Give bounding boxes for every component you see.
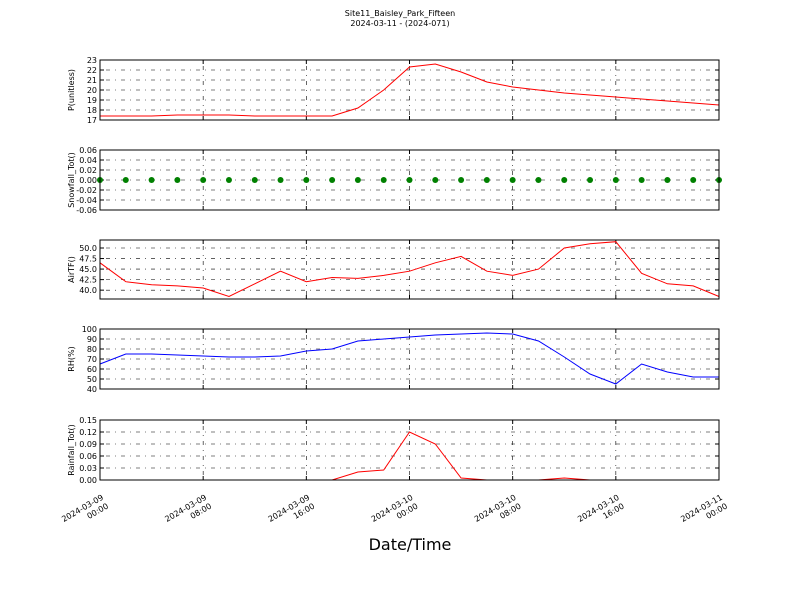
- data-line: [100, 63, 720, 117]
- y-tick-label: 50: [87, 375, 97, 384]
- y-tick-label: 42.5: [79, 276, 97, 285]
- y-tick-label: 45.0: [79, 265, 97, 274]
- x-axis-label: Date/Time: [369, 535, 452, 554]
- y-tick-label: 0.02: [79, 166, 97, 175]
- y-axis-label: P(unitless): [67, 69, 76, 111]
- y-tick-label: 0.09: [79, 440, 97, 449]
- data-point: [174, 177, 181, 183]
- data-point: [406, 177, 413, 183]
- y-tick-label: 23: [87, 56, 97, 65]
- data-line: [99, 332, 719, 385]
- data-point: [509, 177, 516, 183]
- y-tick-label: 21: [87, 76, 97, 85]
- y-tick-label: 60: [87, 365, 97, 374]
- data-point: [612, 177, 619, 183]
- data-point: [587, 177, 594, 183]
- plot-frame: [99, 419, 720, 481]
- y-tick-label: 0.00: [79, 176, 97, 185]
- y-axis-label: Rainfall_Tot(): [67, 424, 76, 476]
- data-point: [122, 177, 129, 183]
- y-axis-label: AirTF(): [67, 256, 76, 283]
- data-point: [561, 177, 568, 183]
- plot-frame: [99, 328, 720, 390]
- y-tick-label: 17: [87, 116, 97, 125]
- y-tick-label: -0.02: [76, 186, 97, 195]
- y-tick-label: 100: [82, 325, 97, 334]
- data-point: [303, 177, 310, 183]
- plot-frame: [99, 149, 720, 211]
- y-axis-label: Snowfall_Tot(): [67, 152, 76, 208]
- data-point: [664, 177, 671, 183]
- y-tick-label: 0.06: [79, 146, 97, 155]
- y-tick-label: 47.5: [79, 255, 97, 264]
- data-point: [329, 177, 336, 183]
- y-tick-label: 0.06: [79, 452, 97, 461]
- y-tick-label: 90: [87, 335, 97, 344]
- data-line: [99, 241, 720, 298]
- plot-frame: [99, 239, 720, 300]
- y-tick-label: 80: [87, 345, 97, 354]
- y-tick-label: 0.04: [79, 156, 97, 165]
- chart-title: Site11_Baisley_Park_Fifteen: [345, 9, 455, 18]
- data-point: [458, 177, 465, 183]
- y-tick-label: 20: [87, 86, 97, 95]
- y-tick-label: 0.12: [79, 428, 97, 437]
- data-point: [225, 177, 232, 183]
- chart-subtitle: 2024-03-11 - (2024-071): [350, 19, 449, 28]
- y-tick-label: 40.0: [79, 286, 97, 295]
- y-tick-label: 70: [87, 355, 97, 364]
- data-point: [277, 177, 284, 183]
- y-tick-label: 18: [87, 106, 97, 115]
- data-point: [535, 177, 542, 183]
- data-point: [380, 177, 387, 183]
- data-point: [354, 177, 361, 183]
- y-tick-label: 22: [87, 66, 97, 75]
- data-point: [200, 177, 207, 183]
- y-tick-label: 0.15: [79, 416, 97, 425]
- data-point: [638, 177, 645, 183]
- y-tick-label: -0.06: [76, 206, 97, 215]
- data-point: [432, 177, 439, 183]
- data-point: [251, 177, 258, 183]
- y-tick-label: 19: [87, 96, 97, 105]
- data-point: [690, 177, 697, 183]
- y-axis-label: RH(%): [67, 346, 76, 371]
- y-tick-label: -0.04: [76, 196, 97, 205]
- y-tick-label: 40: [87, 385, 97, 394]
- data-point: [148, 177, 155, 183]
- y-tick-label: 0.03: [79, 464, 97, 473]
- data-point: [483, 177, 490, 183]
- y-tick-label: 50.0: [79, 244, 97, 253]
- plot-frame: [99, 59, 720, 121]
- y-tick-label: 0.00: [79, 476, 97, 485]
